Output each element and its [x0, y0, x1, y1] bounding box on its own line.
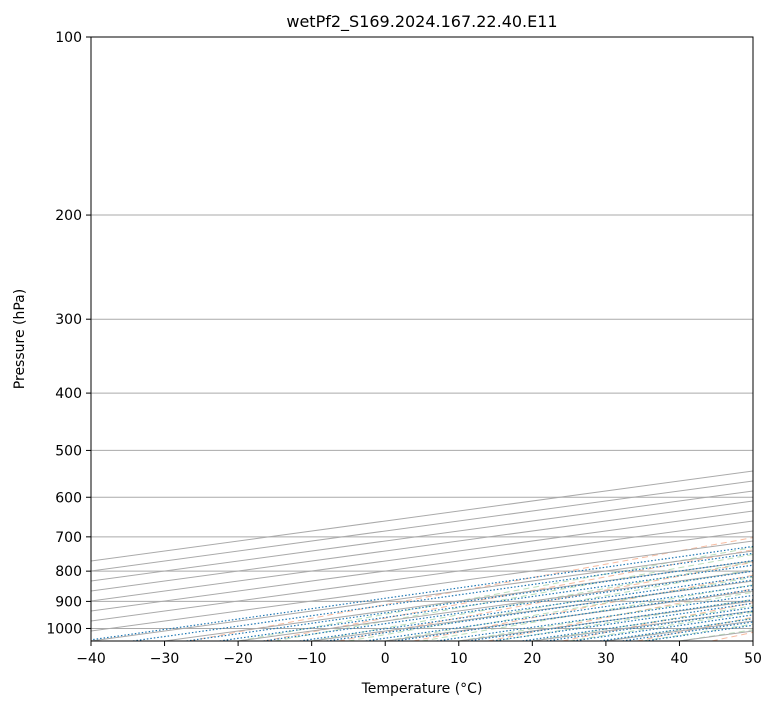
isobars — [91, 37, 753, 629]
plot-frame — [90, 36, 754, 642]
x-tick-label: −20 — [223, 651, 253, 667]
mixing-ratio-lines — [91, 545, 753, 641]
x-tick-label: 40 — [671, 651, 689, 667]
y-tick-label: 1000 — [46, 621, 82, 637]
y-tick-label: 100 — [55, 30, 82, 46]
mixing-ratio-line — [365, 584, 753, 641]
y-tick-label: 600 — [55, 490, 82, 506]
mixing-ratio-line — [263, 570, 753, 641]
moist-adiabats — [238, 546, 753, 641]
x-tick-label: −40 — [76, 651, 106, 667]
moist-adiabat — [421, 584, 753, 641]
moist-adiabat — [348, 568, 753, 641]
isotherms — [91, 470, 753, 641]
x-tick-label: 20 — [523, 651, 541, 667]
y-tick-label: 500 — [55, 443, 82, 459]
y-tick-label: 300 — [55, 312, 82, 328]
x-tick-label: 50 — [744, 651, 762, 667]
y-tick-label: 200 — [55, 208, 82, 224]
mixing-ratio-line — [91, 545, 753, 641]
x-tick-label: −10 — [297, 651, 327, 667]
y-axis-label: Pressure (hPa) — [12, 289, 28, 389]
x-axis-ticks: −40 −30 −20 −10 0 10 20 30 40 50 — [76, 641, 762, 667]
chart-title: wetPf2_S169.2024.167.22.40.E11 — [286, 12, 557, 32]
mixing-ratio-line — [573, 614, 753, 641]
isotherm-line — [91, 480, 753, 572]
plot-area: 0.10.20.40.611.52346810131620253036-100-… — [91, 37, 753, 641]
x-tick-label: 0 — [381, 651, 390, 667]
x-tick-label: 30 — [597, 651, 615, 667]
x-tick-label: −30 — [150, 651, 180, 667]
isotherm-line — [91, 530, 753, 622]
x-tick-label: 10 — [450, 651, 468, 667]
y-tick-label: 900 — [55, 594, 82, 610]
mixing-ratio-line — [326, 579, 753, 641]
y-tick-label: 800 — [55, 564, 82, 580]
y-axis-ticks: 100 200 300 400 500 600 700 800 900 1000 — [46, 30, 91, 637]
isotherm-line — [91, 490, 753, 582]
isotherm-line — [91, 520, 753, 612]
isotherm-line — [91, 470, 753, 562]
mixing-ratio-line — [299, 575, 753, 641]
y-tick-label: 400 — [55, 386, 82, 402]
isotherm-line — [91, 500, 753, 592]
y-tick-label: 700 — [55, 530, 82, 546]
isotherm-line — [91, 510, 753, 602]
moist-adiabat — [238, 546, 753, 641]
x-axis-label: Temperature (°C) — [361, 681, 483, 697]
